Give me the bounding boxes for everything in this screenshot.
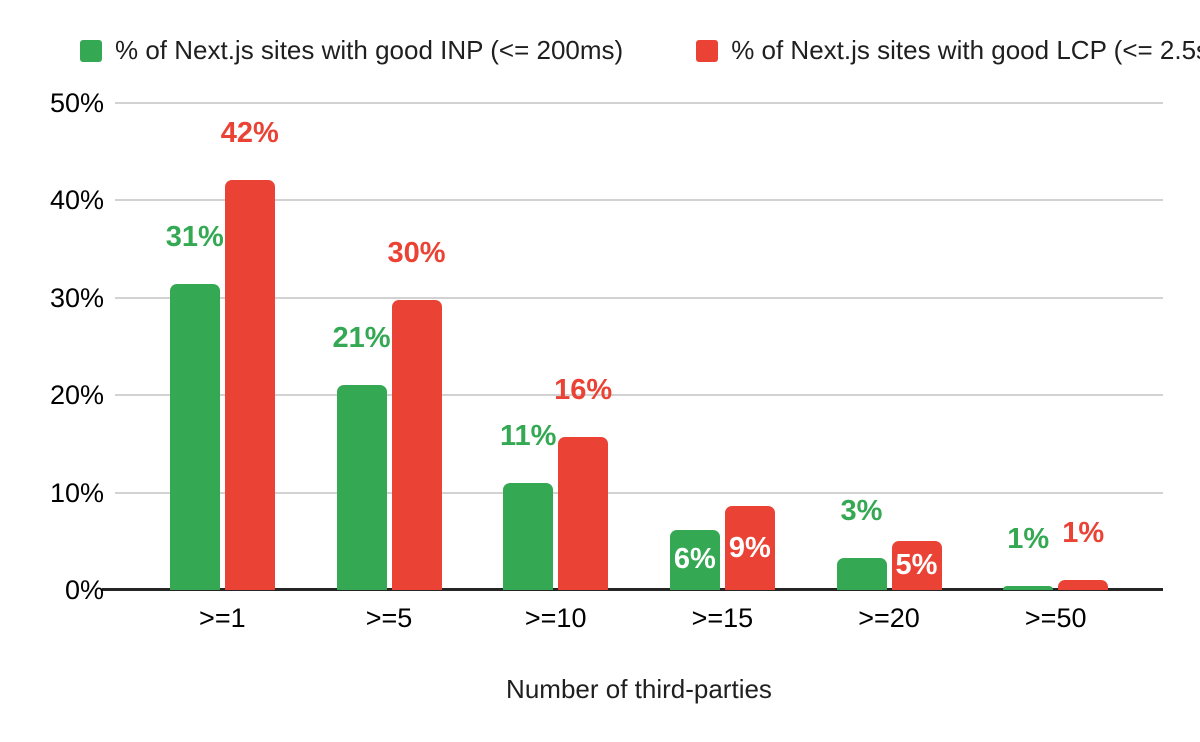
x-axis-line: [102, 588, 1163, 591]
x-axis-tick: >=20: [858, 603, 920, 633]
inp-bar: 6%: [669, 529, 720, 590]
gridline: [115, 491, 1163, 494]
x-axis-tick: >=1: [199, 603, 246, 633]
inp-bar: 1%: [1003, 523, 1054, 590]
chart-legend: % of Next.js sites with good INP (<= 200…: [80, 35, 1200, 66]
bar-value-label: 30%: [387, 236, 446, 269]
bar-value-label: 3%: [840, 494, 883, 527]
bar-group: 3% 5%: [806, 103, 973, 590]
inp-bar: 11%: [500, 420, 556, 590]
plot-area: 50% 40% 30% 20% 10% 0% 31% 42% 21% 30% 11% 16% 6% 9%…: [50, 88, 1163, 633]
x-axis-tick: >=50: [1024, 603, 1087, 633]
bar-group: 11% 16%: [472, 103, 639, 590]
gridline: [115, 199, 1163, 202]
y-axis-tick: 0%: [64, 575, 104, 605]
x-axis-tick: >=10: [524, 603, 587, 633]
gridline: [115, 394, 1163, 397]
inp-legend-swatch-icon: [80, 39, 102, 62]
bar-value-label: 6%: [673, 543, 716, 576]
bar-value-label: 42%: [220, 116, 279, 149]
legend-item-inp-label: % of Next.js sites with good INP (<= 200…: [115, 35, 624, 65]
bar-value-label: 5%: [895, 549, 938, 582]
bar-group: 6% 9%: [639, 103, 806, 590]
bar-value-label: 1%: [1007, 523, 1050, 556]
lcp-bar: 5%: [891, 541, 942, 590]
y-axis-tick: 50%: [49, 88, 104, 118]
lcp-bar: 30%: [387, 237, 446, 590]
x-axis-ticks: >=1 >=5 >=10 >=15 >=20 >=50: [115, 603, 1163, 634]
y-axis-tick: 40%: [49, 185, 104, 216]
bar-group: 31% 42%: [139, 103, 306, 590]
bars-area: 31% 42% 21% 30% 11% 16% 6% 9% 3% 5% 1% 1%: [115, 103, 1163, 590]
y-axis-tick: 30%: [49, 282, 104, 313]
inp-bar: 21%: [332, 322, 391, 590]
bar-group: 1% 1%: [972, 103, 1139, 590]
x-axis-tick: >=5: [365, 603, 413, 633]
y-axis-tick: 20%: [49, 380, 104, 411]
gridline: [115, 296, 1163, 299]
lcp-legend-swatch-icon: [696, 39, 719, 62]
inp-bar: 31%: [166, 221, 224, 590]
bar-value-label: 16%: [554, 374, 613, 407]
x-axis-tick: >=15: [691, 603, 754, 633]
y-axis-tick: 10%: [49, 477, 104, 508]
bar-value-label: 21%: [332, 322, 391, 355]
legend-item-inp: % of Next.js sites with good INP (<= 200…: [80, 35, 623, 66]
bar-value-label: 31%: [165, 221, 224, 254]
x-axis-title: Number of third-parties: [506, 674, 772, 704]
lcp-bar: 1%: [1058, 517, 1109, 590]
lcp-bar: 9%: [724, 506, 775, 590]
bar-group: 21% 30%: [306, 103, 473, 590]
bar-value-label: 11%: [499, 419, 557, 452]
inp-bar: 3%: [836, 495, 887, 590]
lcp-bar: 16%: [554, 374, 612, 590]
lcp-bar: 42%: [221, 117, 279, 590]
legend-item-lcp-label: % of Next.js sites with good LCP (<= 2.5…: [731, 35, 1200, 65]
gridline: [115, 102, 1163, 104]
legend-item-lcp: % of Next.js sites with good LCP (<= 2.5…: [696, 35, 1200, 66]
bar-value-label: 1%: [1062, 517, 1105, 550]
bar-value-label: 9%: [728, 531, 771, 564]
